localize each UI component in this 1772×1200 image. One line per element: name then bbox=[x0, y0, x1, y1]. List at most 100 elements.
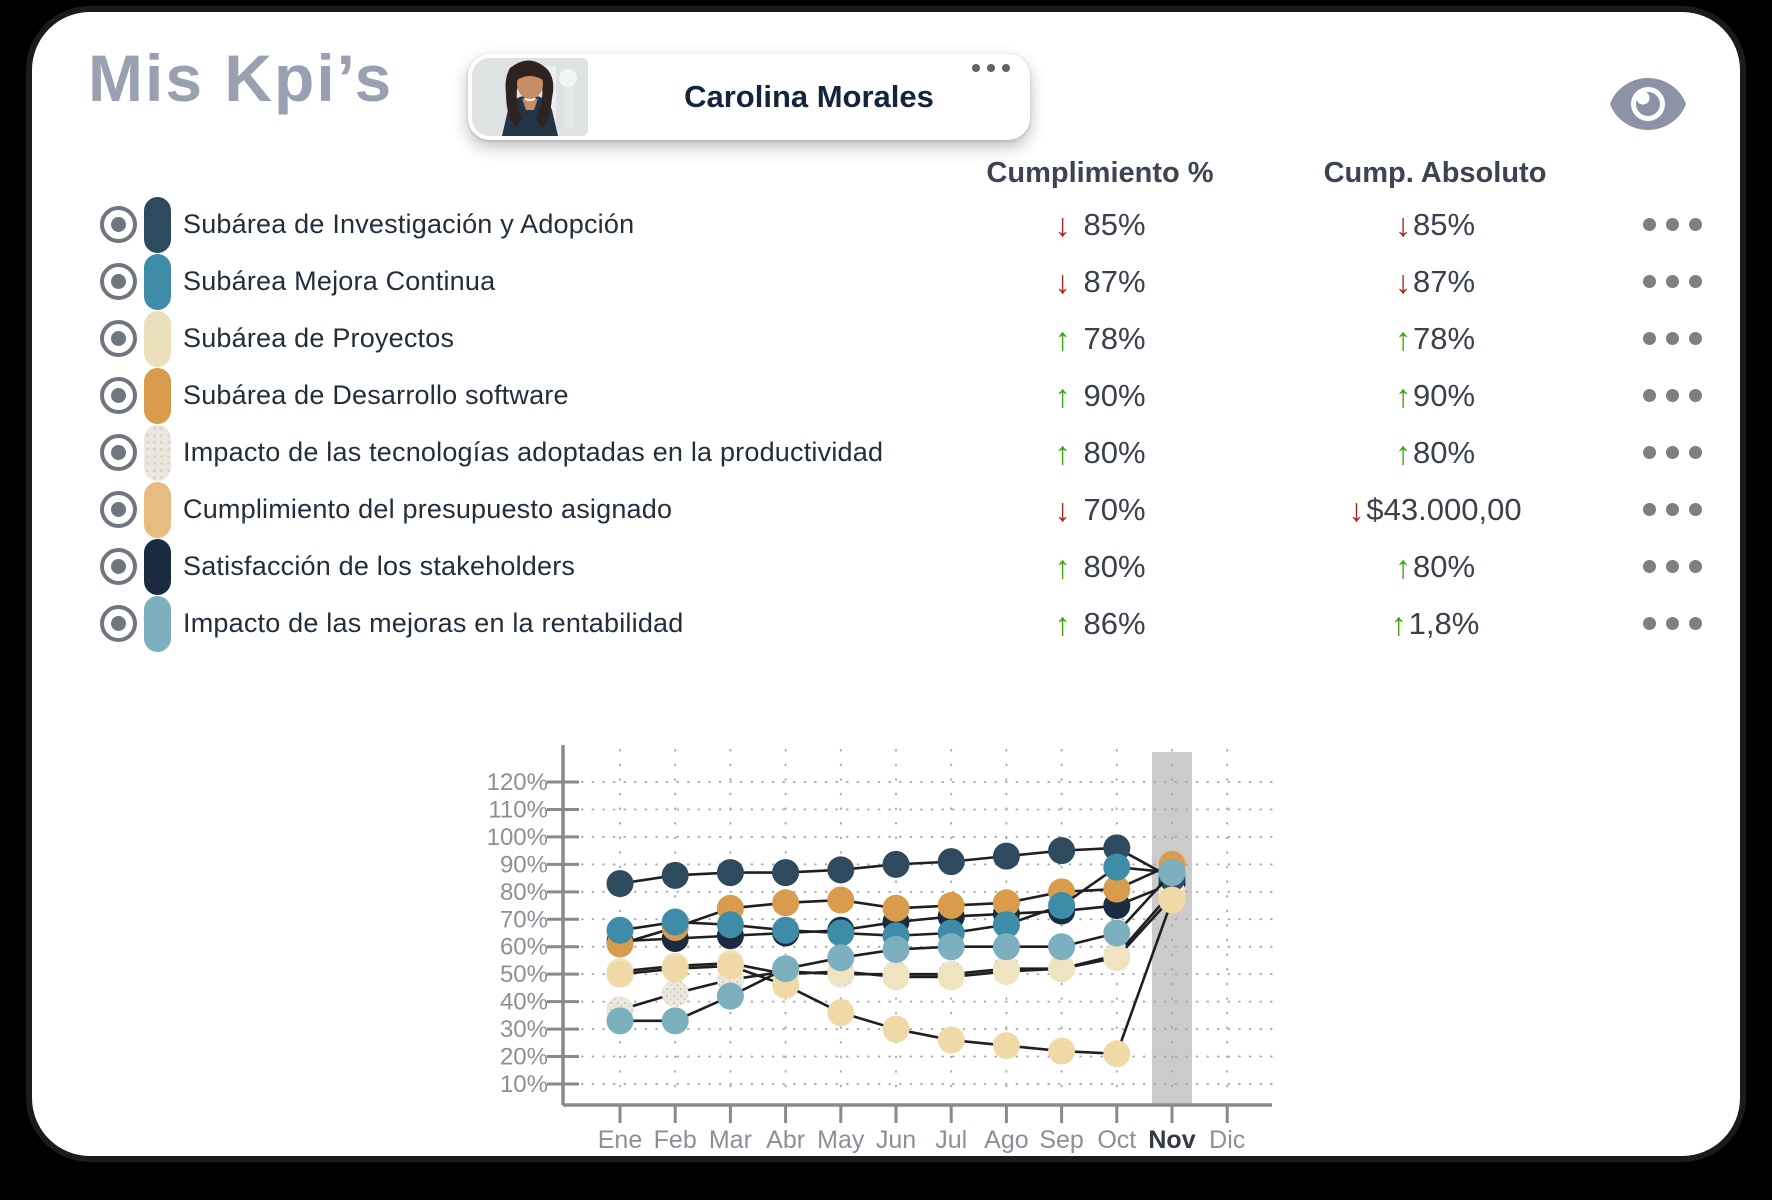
series-point bbox=[827, 999, 855, 1027]
y-axis-tick-label: 90% bbox=[500, 851, 548, 878]
kpi-row-menu-button[interactable] bbox=[1620, 560, 1725, 573]
series-point bbox=[1103, 853, 1131, 881]
series-point bbox=[992, 933, 1020, 961]
series-point bbox=[992, 842, 1020, 870]
series-point bbox=[661, 908, 689, 936]
kpi-radio-button[interactable] bbox=[100, 320, 137, 357]
series-point bbox=[937, 892, 965, 920]
kpi-absoluto-value: 80% bbox=[1412, 434, 1476, 470]
up-arrow-icon: ↑ bbox=[1054, 320, 1071, 357]
up-arrow-icon: ↑ bbox=[1394, 377, 1411, 414]
series-point bbox=[882, 963, 910, 991]
kpi-radio-button[interactable] bbox=[100, 491, 137, 528]
up-arrow-icon: ↑ bbox=[1054, 605, 1071, 642]
kpi-row-menu-button[interactable] bbox=[1620, 275, 1725, 288]
kpi-row-menu-button[interactable] bbox=[1620, 503, 1725, 516]
kpi-row-menu-button[interactable] bbox=[1620, 389, 1725, 402]
kpi-row: Subárea de Proyectos ↑ 78% ↑ 78% bbox=[100, 310, 1725, 367]
kpi-cumplimiento-value: 85% bbox=[1083, 206, 1146, 242]
series-point bbox=[882, 850, 910, 878]
kpi-color-pill bbox=[144, 310, 171, 367]
kpi-cumplimiento-value: 87% bbox=[1083, 263, 1146, 299]
kpi-label: Impacto de las tecnologías adoptadas en … bbox=[183, 437, 884, 467]
up-arrow-icon: ↑ bbox=[1054, 434, 1071, 471]
series-point bbox=[772, 859, 800, 887]
series-point bbox=[1103, 875, 1131, 903]
x-axis-month-label: Ago bbox=[984, 1126, 1028, 1154]
kpi-absoluto-value: 80% bbox=[1412, 548, 1476, 584]
series-point bbox=[992, 1032, 1020, 1060]
y-axis-tick-label: 100% bbox=[487, 824, 548, 851]
kpi-rows: Subárea de Investigación y Adopción ↓ 85% ↓… bbox=[100, 196, 1725, 652]
kpi-label: Subárea de Desarrollo software bbox=[183, 380, 569, 410]
series-point bbox=[1103, 1040, 1131, 1068]
visibility-eye-button[interactable] bbox=[1610, 76, 1686, 132]
kpi-row-menu-button[interactable] bbox=[1620, 332, 1725, 345]
kpi-row-menu-button[interactable] bbox=[1620, 446, 1725, 459]
series-point bbox=[992, 957, 1020, 985]
up-arrow-icon: ↑ bbox=[1394, 320, 1411, 357]
series-point bbox=[661, 955, 689, 983]
kpi-absoluto-value: 90% bbox=[1412, 377, 1476, 413]
user-card[interactable]: Carolina Morales bbox=[468, 54, 1030, 140]
kpi-absoluto-value: 87% bbox=[1412, 263, 1476, 299]
kpi-row-menu-button[interactable] bbox=[1620, 617, 1725, 630]
kpi-radio-button[interactable] bbox=[100, 605, 137, 642]
kpi-radio-button[interactable] bbox=[100, 206, 137, 243]
kpi-row: Cumplimiento del presupuesto asignado ↓ 70… bbox=[100, 481, 1725, 538]
series-point bbox=[882, 1015, 910, 1043]
down-arrow-icon: ↓ bbox=[1054, 491, 1071, 528]
kpi-row: Impacto de las tecnologías adoptadas en … bbox=[100, 424, 1725, 481]
kpi-label: Impacto de las mejoras en la rentabilida… bbox=[183, 608, 684, 638]
kpi-cumplimiento-value: 70% bbox=[1083, 491, 1146, 527]
kpi-table-header: Cumplimiento % Cump. Absoluto bbox=[100, 150, 1725, 196]
column-header-absoluto: Cump. Absoluto bbox=[1323, 156, 1547, 189]
kpi-cumplimiento-value: 86% bbox=[1083, 605, 1146, 641]
highlight-month-band bbox=[1152, 752, 1192, 1105]
series-point bbox=[882, 935, 910, 963]
series-point bbox=[1048, 955, 1076, 983]
series-point bbox=[937, 963, 965, 991]
x-axis-month-label: Mar bbox=[709, 1126, 752, 1154]
series-point bbox=[716, 952, 744, 980]
kpi-row-menu-button[interactable] bbox=[1620, 218, 1725, 231]
series-point bbox=[606, 916, 634, 944]
y-axis-tick-label: 120% bbox=[487, 769, 548, 796]
kpi-row: Satisfacción de los stakeholders ↑ 80% ↑ 80% bbox=[100, 538, 1725, 595]
y-axis-tick-label: 40% bbox=[500, 989, 548, 1016]
kpi-label: Subárea de Investigación y Adopción bbox=[183, 209, 635, 239]
kpi-color-pill bbox=[144, 538, 171, 595]
kpi-radio-button[interactable] bbox=[100, 548, 137, 585]
kpi-cumplimiento-value: 78% bbox=[1083, 320, 1146, 356]
y-axis-tick-label: 30% bbox=[500, 1016, 548, 1043]
kpi-label: Satisfacción de los stakeholders bbox=[183, 551, 576, 581]
series-point bbox=[827, 944, 855, 972]
x-axis-month-label: Jul bbox=[935, 1126, 967, 1154]
series-point bbox=[937, 933, 965, 961]
series-point bbox=[1048, 1037, 1076, 1065]
avatar-illustration bbox=[472, 58, 588, 136]
x-axis-month-label: Jun bbox=[876, 1126, 916, 1154]
kpi-label: Subárea Mejora Continua bbox=[183, 266, 496, 296]
kpi-color-pill bbox=[144, 196, 171, 253]
kpi-radio-button[interactable] bbox=[100, 434, 137, 471]
kpi-color-pill bbox=[144, 367, 171, 424]
user-card-menu-button[interactable] bbox=[972, 64, 1010, 72]
down-arrow-icon: ↓ bbox=[1348, 491, 1365, 528]
up-arrow-icon: ↑ bbox=[1054, 548, 1071, 585]
x-axis-month-label: Nov bbox=[1148, 1126, 1195, 1154]
y-axis-tick-label: 50% bbox=[500, 961, 548, 988]
kpi-radio-button[interactable] bbox=[100, 263, 137, 300]
kpi-absoluto-value: 78% bbox=[1412, 320, 1476, 356]
up-arrow-icon: ↑ bbox=[1394, 434, 1411, 471]
kpi-radio-button[interactable] bbox=[100, 377, 137, 414]
down-arrow-icon: ↓ bbox=[1394, 206, 1411, 243]
series-point bbox=[1048, 892, 1076, 920]
down-arrow-icon: ↓ bbox=[1054, 206, 1071, 243]
up-arrow-icon: ↑ bbox=[1390, 605, 1407, 642]
down-arrow-icon: ↓ bbox=[1394, 263, 1411, 300]
series-point bbox=[1158, 859, 1186, 887]
series-point bbox=[1103, 834, 1131, 862]
x-axis-month-label: Oct bbox=[1097, 1126, 1136, 1154]
y-axis-tick-label: 110% bbox=[488, 796, 548, 823]
